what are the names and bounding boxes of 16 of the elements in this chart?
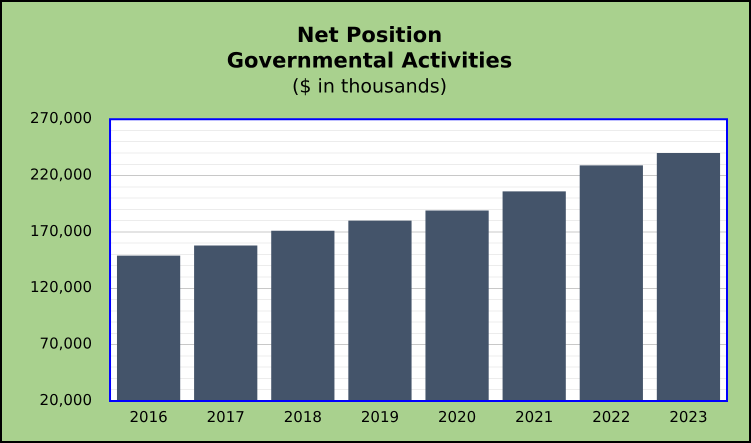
x-tick-label: 2020 (438, 408, 476, 426)
x-tick-label: 2017 (206, 408, 245, 426)
x-tick-label: 2018 (284, 408, 322, 426)
y-tick-label: 220,000 (30, 165, 92, 184)
y-tick-label: 70,000 (40, 334, 92, 353)
y-tick-label: 270,000 (30, 109, 92, 128)
x-tick-label: 2022 (592, 408, 630, 426)
y-tick-label: 120,000 (30, 278, 92, 296)
chart-title: Net Position Governmental Activities (226, 23, 512, 72)
x-tick-label: 2021 (515, 408, 554, 426)
x-tick-label: 2019 (360, 408, 400, 426)
x-tick-label: 2023 (669, 408, 708, 426)
y-tick-label: 170,000 (30, 222, 92, 240)
chart-subtitle: ($ in thousands) (292, 76, 448, 98)
y-tick-label: 20,000 (40, 390, 92, 409)
x-tick-label: 2016 (129, 408, 168, 426)
